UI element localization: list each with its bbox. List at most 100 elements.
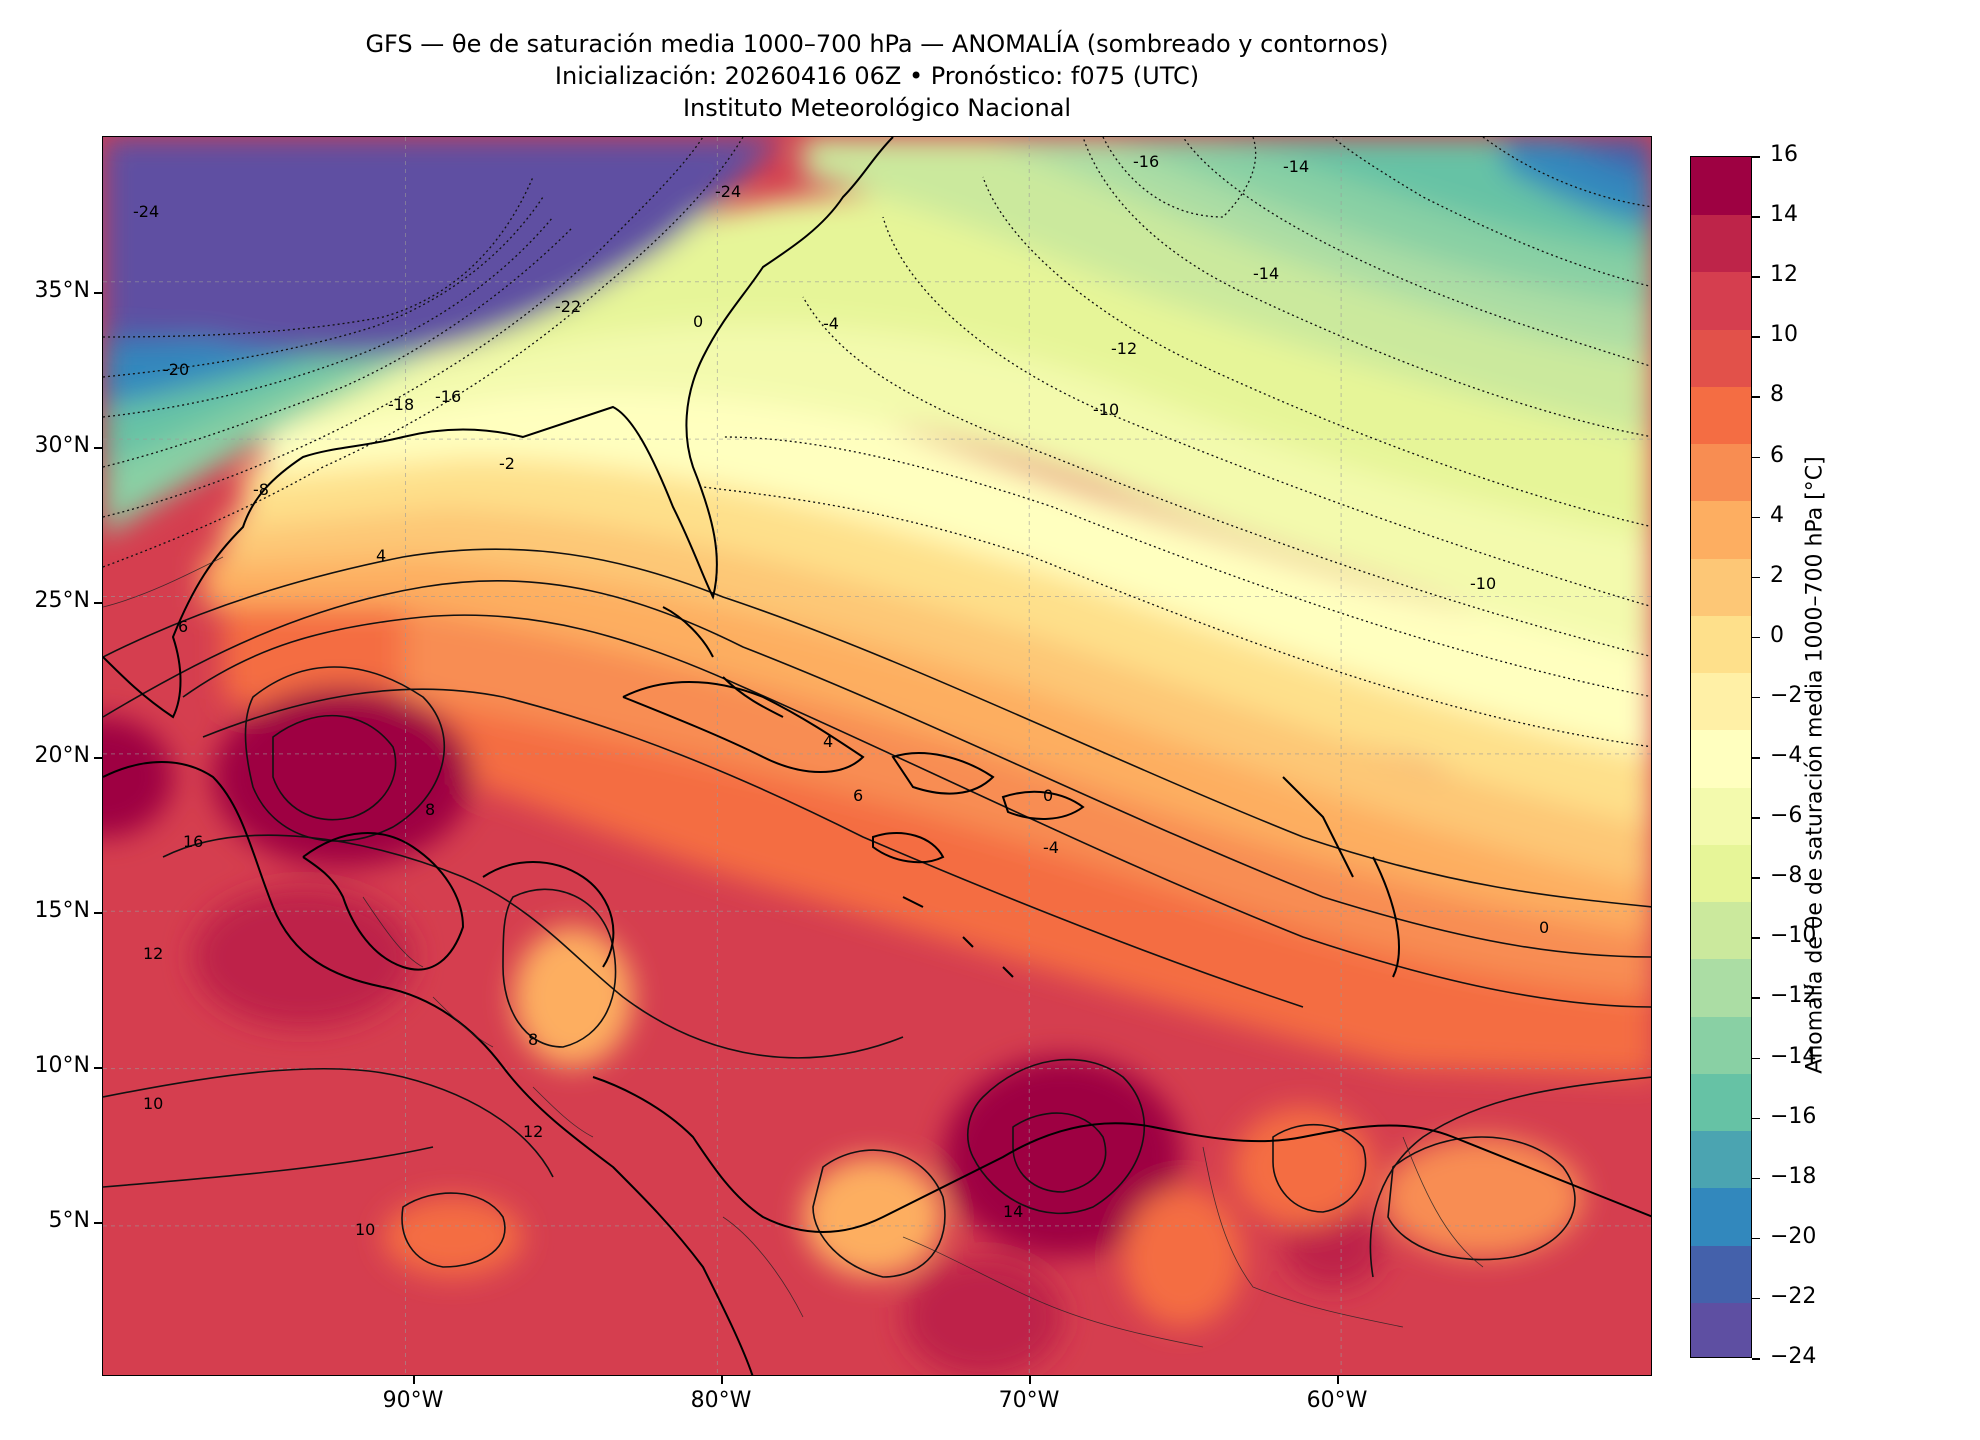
colorbar-tick <box>1752 516 1760 519</box>
contour-label: 12 <box>143 944 163 963</box>
colorbar-segment <box>1691 901 1751 960</box>
figure-title: GFS — θe de saturación media 1000–700 hP… <box>102 28 1652 124</box>
colorbar-tick <box>1752 156 1760 158</box>
lat-tick <box>94 292 102 294</box>
colorbar-segment <box>1691 443 1751 502</box>
colorbar-segment <box>1691 672 1751 731</box>
colorbar-tick-label: −2 <box>1770 682 1803 708</box>
contour-label: 10 <box>355 1220 375 1239</box>
colorbar-tick <box>1752 336 1760 338</box>
colorbar-segment <box>1691 328 1751 387</box>
contour-label: 14 <box>1003 1202 1023 1221</box>
contour-label: 6 <box>853 786 863 805</box>
lat-label: 10°N <box>34 1053 90 1078</box>
contour-label: 0 <box>1539 918 1549 937</box>
contour-label: -12 <box>1111 339 1137 358</box>
colorbar-tick <box>1752 396 1760 398</box>
colorbar-segment <box>1691 1187 1751 1246</box>
contour-label: -14 <box>1253 264 1279 283</box>
colorbar-title: Anomalía de θe de saturación media 1000–… <box>1802 456 1828 1074</box>
map-panel: -24 -24 -22 -20 -18 -16 -16 -14 -14 -12 … <box>102 136 1652 1376</box>
colorbar-tick <box>1752 456 1760 458</box>
colorbar-tick-label: −20 <box>1770 1223 1817 1249</box>
contour-label: -20 <box>163 360 189 379</box>
colorbar-tick-label: −8 <box>1770 863 1803 889</box>
lon-label: 60°W <box>1306 1388 1368 1413</box>
colorbar <box>1690 156 1752 1358</box>
colorbar-tick <box>1752 757 1760 759</box>
contour-label: -4 <box>1043 838 1059 857</box>
colorbar-tick-label: 10 <box>1770 322 1798 348</box>
contour-label: -22 <box>555 297 581 316</box>
colorbar-segment <box>1691 500 1751 559</box>
contour-label: 10 <box>143 1094 163 1113</box>
contour-label: 0 <box>1043 786 1053 805</box>
colorbar-segment <box>1691 157 1751 216</box>
contour-label: 4 <box>376 546 386 565</box>
contour-label: 8 <box>528 1030 538 1049</box>
colorbar-segment <box>1691 1015 1751 1074</box>
positive-contours <box>103 548 1651 1278</box>
lat-label: 15°N <box>34 898 90 923</box>
colorbar-tick <box>1752 997 1760 999</box>
colorbar-tick-label: 4 <box>1770 502 1784 528</box>
colorbar-segment <box>1691 1130 1751 1189</box>
lat-tick <box>94 757 102 759</box>
contour-label: -24 <box>133 202 159 221</box>
colorbar-tick <box>1752 1358 1760 1360</box>
contour-label: -18 <box>388 395 414 414</box>
colorbar-segment <box>1691 1301 1751 1357</box>
title-line-run: Inicialización: 20260416 06Z • Pronóstic… <box>554 62 1200 90</box>
contour-label: 12 <box>523 1122 543 1141</box>
colorbar-tick <box>1752 576 1760 579</box>
lat-label: 5°N <box>48 1208 90 1233</box>
colorbar-tick <box>1752 696 1760 699</box>
lat-label: 30°N <box>34 433 90 458</box>
contour-label: -14 <box>1283 157 1309 176</box>
contour-label: -8 <box>253 480 269 499</box>
lat-tick <box>94 1067 102 1069</box>
lat-tick <box>94 1222 102 1224</box>
colorbar-tick <box>1752 216 1760 218</box>
colorbar-tick <box>1752 276 1760 278</box>
lat-tick <box>94 447 102 449</box>
contour-label: -2 <box>499 454 515 473</box>
colorbar-tick-label: −4 <box>1770 743 1803 768</box>
colorbar-segment <box>1691 786 1751 845</box>
lat-tick <box>94 602 102 604</box>
contour-label-group: -24 -24 -22 -20 -18 -16 -16 -14 -14 -12 … <box>133 152 1549 1239</box>
colorbar-tick-label: 6 <box>1770 442 1784 468</box>
colorbar-tick-label: 2 <box>1770 562 1784 588</box>
colorbar-tick-label: −10 <box>1770 923 1817 949</box>
lon-label: 70°W <box>998 1388 1060 1413</box>
colorbar-segment <box>1691 729 1751 788</box>
contour-label: -16 <box>1133 152 1159 171</box>
title-line-institution: Instituto Meteorológico Nacional <box>682 94 1072 122</box>
lon-label: 90°W <box>382 1388 444 1413</box>
colorbar-tick <box>1752 1177 1760 1180</box>
contour-label: -24 <box>715 182 741 201</box>
colorbar-segment <box>1691 214 1751 273</box>
colorbar-tick-label: 12 <box>1770 262 1798 288</box>
colorbar-tick <box>1752 1117 1760 1120</box>
contour-label: -10 <box>1093 400 1119 419</box>
lon-tick <box>1337 1376 1339 1384</box>
colorbar-tick <box>1752 1057 1760 1059</box>
lon-label: 80°W <box>690 1388 752 1413</box>
shaded-anomaly-field <box>103 137 1651 1375</box>
contour-label: -16 <box>435 387 461 406</box>
colorbar-tick-label: −14 <box>1770 1043 1817 1069</box>
lat-label: 25°N <box>34 588 90 613</box>
contour-label: 4 <box>823 732 833 751</box>
colorbar-tick-label: −18 <box>1770 1163 1817 1189</box>
lon-tick <box>721 1376 723 1384</box>
colorbar-segment <box>1691 843 1751 903</box>
lat-label: 35°N <box>34 278 90 303</box>
contour-label: -4 <box>823 314 839 333</box>
colorbar-segment <box>1691 271 1751 330</box>
contour-label: 6 <box>178 617 188 636</box>
colorbar-tick-label: −24 <box>1770 1344 1817 1369</box>
contour-label: 0 <box>693 312 703 331</box>
colorbar-tick <box>1752 937 1760 939</box>
colorbar-tick-label: 8 <box>1770 382 1784 408</box>
